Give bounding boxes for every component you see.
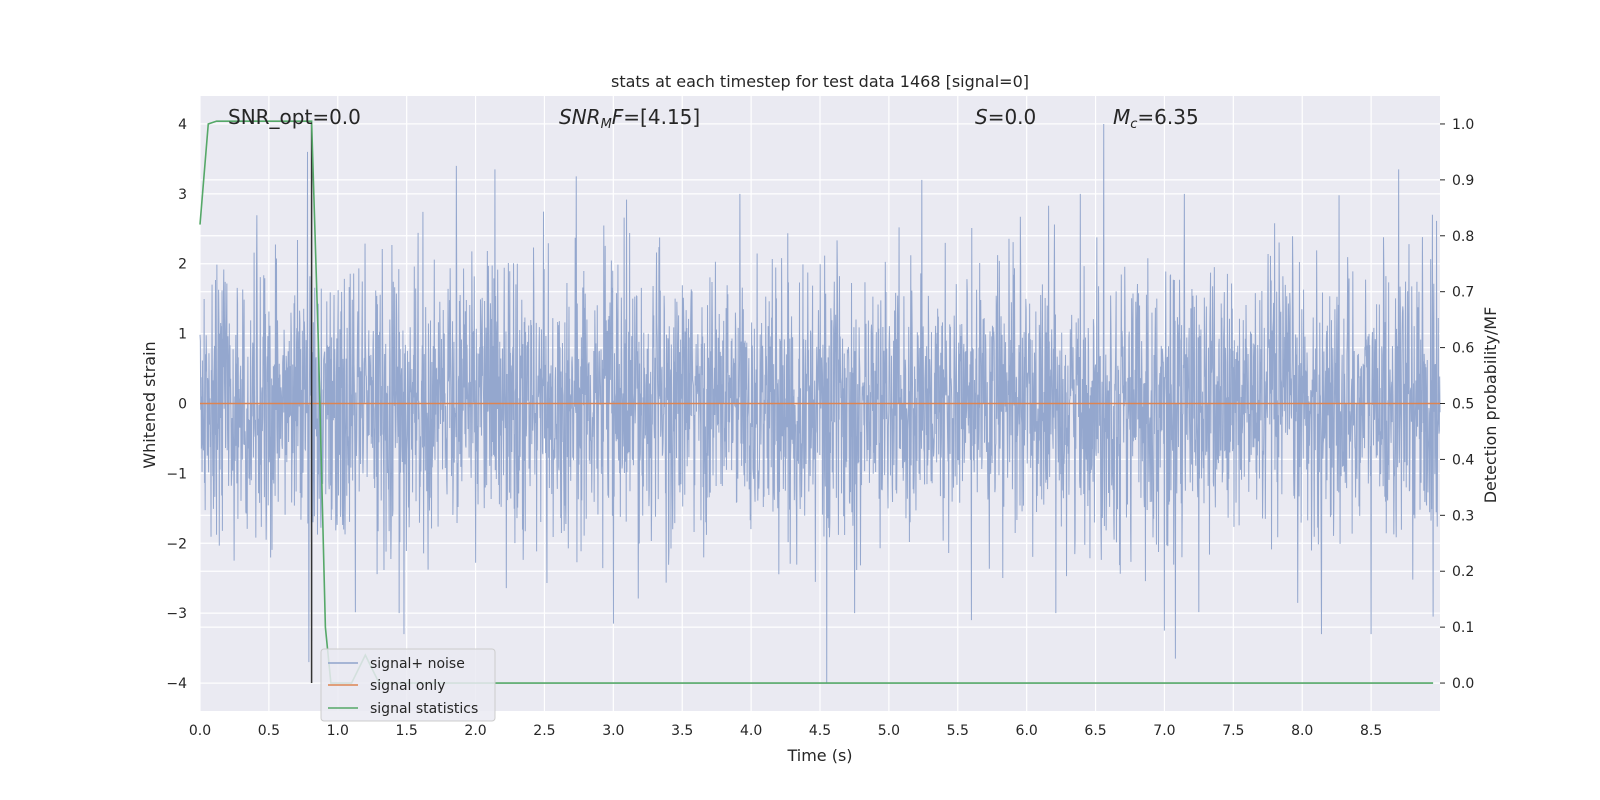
x-tick-label: 5.0 [878,723,900,739]
legend-box [320,648,496,722]
x-tick-label: 1.0 [327,723,349,739]
y-right-tick-label: 0.7 [1452,285,1474,301]
series-signal-noise [199,123,1441,684]
y-tick-label: −2 [166,536,187,552]
x-tick-label: 4.5 [809,723,831,739]
y-tick-label: 2 [178,257,187,273]
x-tick-label: 2.0 [464,723,486,739]
annotation-mc: Mc=6.35 [1113,105,1199,132]
y-right-tick-label: 0.8 [1452,229,1474,245]
y-tick-label: 1 [178,327,187,343]
y-tick-label: −1 [166,466,187,482]
y-tick-label: 3 [178,187,187,203]
y-right-tick-label: 0.2 [1452,564,1474,580]
x-tick-label: 4.0 [740,723,762,739]
chart-title: stats at each timestep for test data 146… [611,72,1029,91]
x-tick-label: 7.5 [1222,723,1244,739]
legend-label-signal-noise: signal+ noise [370,656,465,672]
annotation-snr-mf-value: =[4.15] [623,105,700,129]
x-tick-label: 0.5 [258,723,280,739]
x-axis-label: Time (s) [786,746,852,765]
annotation-s: S=0.0 [975,105,1036,129]
annotation-mc-value: =6.35 [1137,105,1198,129]
x-tick-label: 8.0 [1291,723,1313,739]
y-right-tick-label: 0.9 [1452,173,1474,189]
legend-label-signal-only: signal only [370,678,445,694]
annotation-snr-opt: SNR_opt=0.0 [228,105,361,129]
x-tick-label: 6.5 [1084,723,1106,739]
y-right-tick-label: 0.6 [1452,341,1474,357]
x-tick-label: 6.0 [1016,723,1038,739]
y-right-tick-label: 0.3 [1452,508,1474,524]
x-tick-label: 8.5 [1360,723,1382,739]
x-tick-label: 0.0 [189,723,211,739]
x-tick-label: 5.5 [947,723,969,739]
annotations: SNR_opt=0.0 SNRMF=[4.15] S=0.0 Mc=6.35 [228,105,1199,132]
legend: signal+ noise signal only signal statist… [320,648,496,722]
legend-label-signal-statistics: signal statistics [370,701,478,717]
y-right-axis-label: Detection probability/MF [1481,307,1500,504]
annotation-snr-mf: SNRMF=[4.15] [559,105,700,132]
y-right-tick-label: 0.4 [1452,452,1474,468]
y-axis-label: Whitened strain [140,341,159,468]
x-tick-label: 1.5 [396,723,418,739]
x-tick-label: 3.0 [602,723,624,739]
y-tick-label: 4 [178,117,187,133]
x-tick-label: 3.5 [671,723,693,739]
y-tick-label: 0 [178,397,187,413]
x-tick-label: 2.5 [533,723,555,739]
y-right-tick-label: 1.0 [1452,117,1474,133]
x-tick-label: 7.0 [1153,723,1175,739]
y-right-tick-label: 0.0 [1452,676,1474,692]
y-right-tick-label: 0.5 [1452,397,1474,413]
ticks: 0.0 0.5 1.0 1.5 2.0 2.5 3.0 3.5 4.0 4.5 5.0 5.5 6.0 6… [166,117,1474,739]
annotation-s-value: =0.0 [988,105,1037,129]
y-tick-label: −4 [166,676,187,692]
y-tick-label: −3 [166,606,187,622]
y-right-tick-label: 0.1 [1452,620,1474,636]
